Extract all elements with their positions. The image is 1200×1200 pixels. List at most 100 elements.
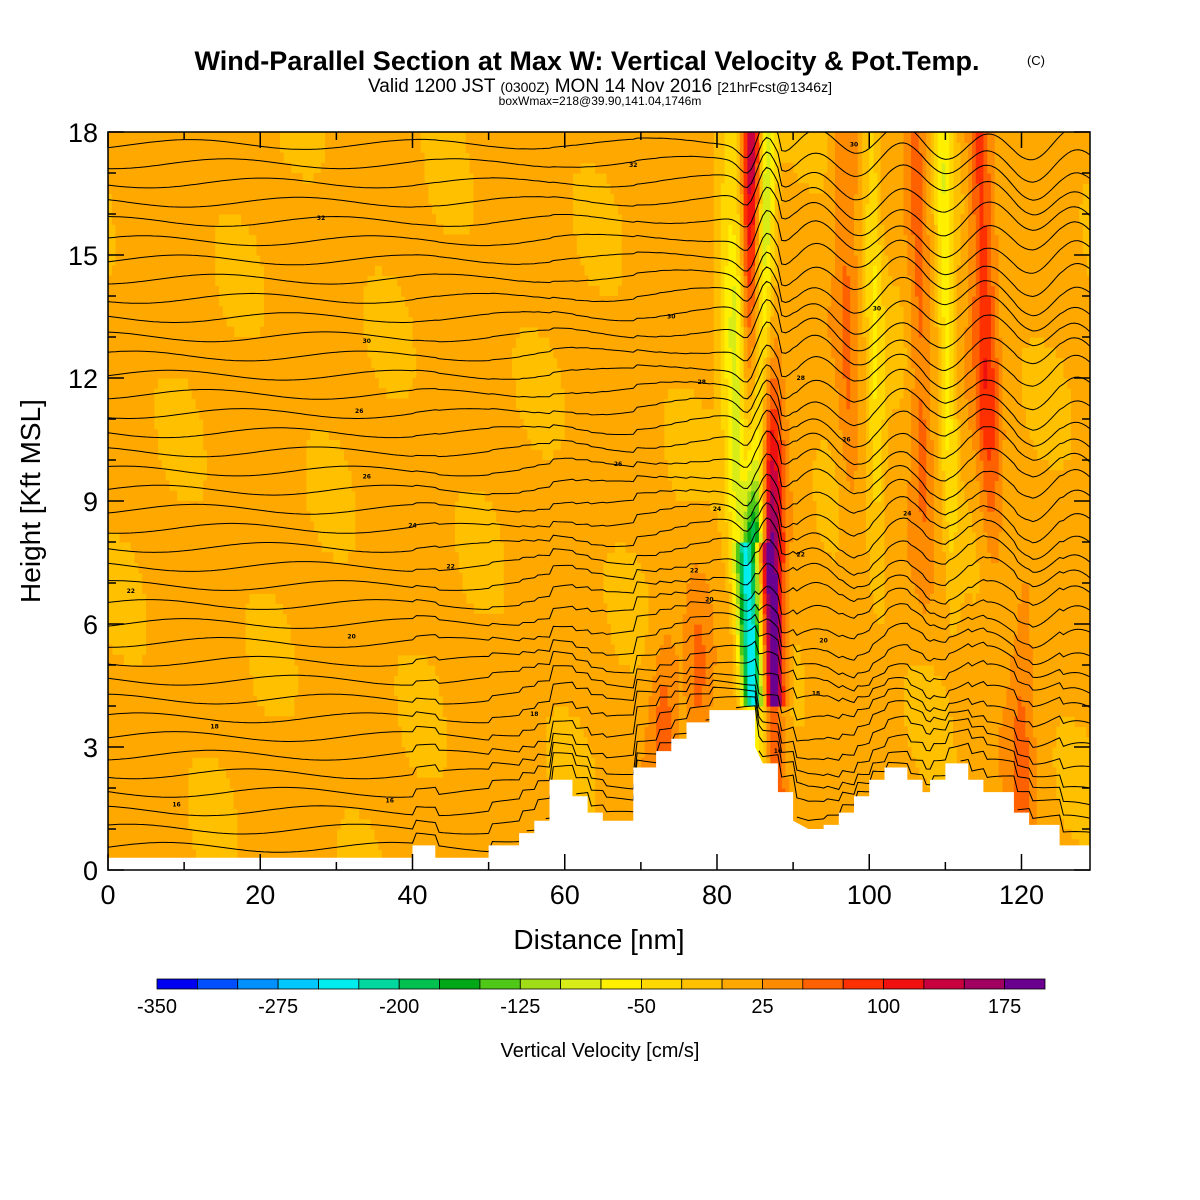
field-cell [138,152,143,164]
field-cell [321,829,326,840]
field-cell [302,347,307,359]
field-cell [401,634,406,646]
field-cell [416,829,421,840]
field-cell [359,716,364,728]
field-cell [172,818,178,830]
field-cell [359,296,364,307]
field-cell [119,675,124,687]
field-cell [195,562,200,574]
field-cell [146,747,151,758]
field-cell [279,808,284,820]
field-cell [108,665,113,676]
field-cell [363,685,368,697]
field-cell [130,501,136,512]
field-cell [336,613,341,625]
field-cell [252,152,257,164]
field-cell [233,142,238,154]
field-cell [157,798,162,810]
field-cell [260,398,265,410]
field-cell [153,347,159,359]
field-cell [264,275,269,287]
field-cell [187,736,193,748]
field-cell [427,634,433,646]
field-cell [397,798,402,810]
field-cell [172,736,178,748]
field-cell [408,542,414,553]
field-cell [290,388,296,400]
field-cell [294,470,299,482]
field-cell [176,613,181,625]
field-cell [161,757,166,769]
field-cell [260,439,265,451]
field-cell [108,654,113,666]
field-cell [385,685,391,697]
field-cell [305,429,311,441]
field-cell [382,808,387,820]
field-cell [195,183,200,195]
field-cell [134,665,139,676]
field-cell [157,306,162,318]
field-cell [340,736,345,748]
field-cell [165,624,170,635]
field-cell [172,306,178,318]
field-cell [366,152,372,164]
field-cell [355,480,360,492]
field-cell [149,542,155,553]
field-cell [222,162,227,174]
field-cell [378,808,383,820]
field-cell [111,685,117,697]
field-cell [260,347,265,359]
field-cell [336,747,341,758]
field-cell [127,685,132,697]
field-cell [271,460,277,471]
field-cell [423,357,429,369]
field-cell [359,777,364,789]
field-cell [218,726,223,738]
field-cell [423,408,429,420]
field-cell [149,265,155,277]
field-cell [237,593,242,605]
field-cell [416,460,421,471]
field-cell [286,296,292,307]
field-cell [161,275,166,287]
field-cell [157,808,162,820]
field-cell [290,429,296,441]
field-cell [420,388,425,400]
field-cell [385,449,391,461]
field-cell [309,296,315,307]
field-cell [214,183,219,195]
field-cell [187,347,193,359]
field-cell [359,726,364,738]
field-cell [226,654,231,666]
field-cell [168,644,174,656]
field-cell [123,224,128,236]
field-cell [275,808,280,820]
field-cell [366,173,372,184]
field-cell [363,798,368,810]
field-cell [146,357,151,369]
field-cell [382,685,387,697]
field-cell [241,337,246,348]
field-cell [302,234,307,246]
field-cell [294,439,299,451]
field-cell [378,777,383,789]
field-cell [271,839,277,851]
field-cell [317,183,322,195]
field-cell [134,757,139,769]
field-cell [149,162,155,174]
field-cell [149,818,155,830]
field-cell [283,777,288,789]
field-cell [389,818,395,830]
field-cell [218,542,223,553]
field-cell [351,654,356,666]
field-cell [347,408,353,420]
field-cell [142,788,147,799]
field-cell [336,654,341,666]
field-cell [264,511,269,523]
field-cell [325,337,330,348]
field-cell [408,798,414,810]
field-cell [332,203,337,215]
field-cell [347,675,353,687]
field-cell [267,203,273,215]
field-cell [286,357,292,369]
